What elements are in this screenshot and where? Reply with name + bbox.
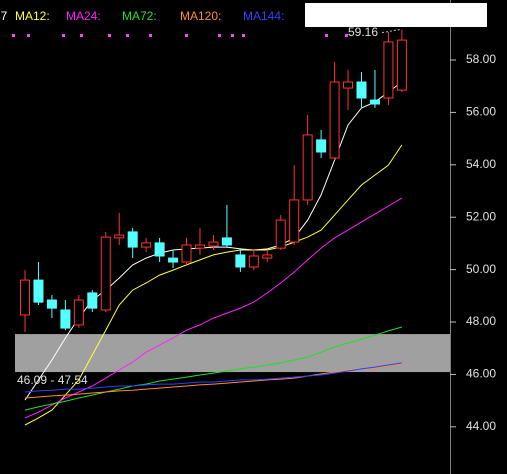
ma-line [24,363,402,399]
candle-body [60,309,71,329]
legend-entry: MA12: [15,9,50,23]
candle-body [141,242,152,248]
legend-dot [218,34,221,37]
y-tick-label: 56.00 [466,105,496,119]
legend-entry: MA24: [66,9,101,23]
legend-dot [231,34,234,37]
candle-body [329,81,340,159]
candle-body [369,99,380,105]
candle-body [46,299,57,309]
legend-dot [27,34,30,37]
y-tick-label: 54.00 [466,157,496,171]
y-tick-label: 44.00 [466,419,496,433]
candle-body [343,81,354,89]
legend-entry: 37 [0,9,8,23]
candle-body [275,219,286,249]
candle-body [181,244,192,263]
legend-dot [185,34,188,37]
legend-dot [149,34,152,37]
candle-body [87,292,98,309]
ma-line [24,144,403,426]
candle-body [396,39,407,91]
legend-entry: MA72: [122,9,157,23]
legend-entry: MA120: [180,9,221,23]
ma-line [24,362,402,393]
candle-body [168,257,179,263]
candle-body [154,242,165,257]
candle-body [194,244,205,249]
candle-body [208,241,219,247]
candle-body [302,134,313,201]
legend-entry: MA144: [243,9,284,23]
candle-body [221,237,232,246]
y-tick-label: 50.00 [466,262,496,276]
candle-body [73,299,84,326]
candle-body [114,234,125,239]
max-arrow [381,29,400,34]
candle-body [235,254,246,268]
candle-body [316,139,327,153]
legend-dot [126,34,129,37]
price-zone [15,334,450,373]
candle-body [20,279,30,316]
y-tick-label: 52.00 [466,209,496,223]
legend-dot [325,34,328,37]
candle-body [383,41,394,99]
legend-dot [345,34,348,37]
legend-dot [12,34,15,37]
candle-body [289,199,300,243]
legend-dot [242,34,245,37]
candle-body [356,81,367,99]
candle-body [248,255,259,268]
y-tick-label: 46.00 [466,367,496,381]
y-tick-label: 48.00 [466,314,496,328]
candle-body [100,236,111,311]
legend-dot [108,34,111,37]
legend-dot [80,34,83,37]
legend-dot [62,34,65,37]
max-label: 59.16 [348,25,378,39]
zone-label: 46.09 - 47.54 [17,373,88,387]
candle-body [33,279,44,303]
candle-body [262,254,273,259]
overlay-box [305,3,487,27]
candle-body [127,231,138,248]
y-tick-label: 58.00 [466,52,496,66]
ma-line [24,326,403,411]
